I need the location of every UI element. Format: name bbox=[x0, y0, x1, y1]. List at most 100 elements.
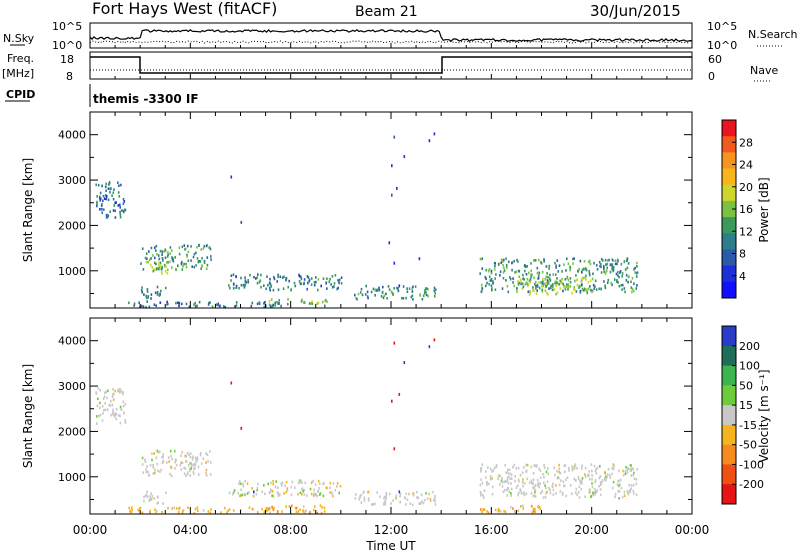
velocity-data-cell bbox=[331, 493, 334, 497]
power-data-cell bbox=[616, 278, 618, 282]
power-data-cell bbox=[611, 268, 613, 271]
velocity-data-cell bbox=[303, 493, 306, 496]
velocity-data-cell bbox=[562, 480, 565, 483]
velocity-data-cell bbox=[180, 454, 182, 457]
velocity-data-cell bbox=[568, 466, 570, 470]
power-data-point bbox=[393, 261, 396, 265]
velocity-data-cell bbox=[273, 506, 275, 510]
velocity-data-cell bbox=[314, 493, 316, 497]
power-data-cell bbox=[197, 260, 200, 264]
velocity-data-cell bbox=[241, 493, 244, 497]
velocity-data-cell bbox=[290, 485, 293, 489]
velocity-data-cell bbox=[574, 479, 577, 482]
power-data-cell bbox=[616, 262, 618, 266]
velocity-data-cell bbox=[606, 476, 608, 479]
power-data-cell bbox=[105, 189, 107, 193]
power-data-cell bbox=[376, 289, 378, 292]
velocity-data-cell bbox=[190, 465, 193, 468]
power-data-cell bbox=[600, 287, 602, 291]
power-data-cell bbox=[552, 285, 554, 288]
power-data-cell bbox=[530, 269, 532, 273]
velocity-data-cell bbox=[569, 484, 572, 487]
power-data-cell bbox=[580, 280, 582, 284]
velocity-data-cell bbox=[119, 414, 121, 418]
velocity-data-cell bbox=[537, 484, 540, 488]
power-data-cell bbox=[530, 273, 532, 276]
velocity-data-cell bbox=[523, 481, 526, 485]
velocity-data-cell bbox=[591, 482, 593, 485]
velocity-data-cell bbox=[591, 474, 593, 477]
power-data-cell bbox=[617, 270, 619, 274]
power-data-cell bbox=[315, 276, 317, 279]
velocity-data-cell bbox=[540, 476, 542, 479]
velocity-data-cell bbox=[157, 451, 160, 454]
power-data-cell bbox=[393, 287, 395, 290]
power-data-cell bbox=[195, 251, 197, 255]
power-data-cell bbox=[589, 262, 592, 266]
velocity-data-cell bbox=[618, 484, 620, 488]
power-data-cell bbox=[547, 275, 549, 279]
velocity-data-cell bbox=[489, 467, 492, 471]
velocity-data-cell bbox=[261, 490, 263, 494]
power-data-cell bbox=[99, 208, 101, 211]
power-data-cell bbox=[268, 286, 271, 290]
power-data-cell bbox=[157, 263, 160, 267]
power-data-cell bbox=[503, 258, 505, 262]
velocity-data-cell bbox=[162, 459, 165, 463]
power-data-cell bbox=[516, 289, 519, 292]
power-data-cell bbox=[382, 285, 384, 289]
velocity-data-cell bbox=[196, 457, 199, 461]
power-data-cell bbox=[133, 302, 136, 305]
power-data-cell bbox=[277, 273, 279, 277]
power-data-cell bbox=[424, 287, 427, 290]
velocity-data-point bbox=[230, 381, 233, 385]
velocity-data-cell bbox=[141, 456, 144, 460]
velocity-data-cell bbox=[510, 494, 512, 497]
power-data-cell bbox=[600, 265, 602, 269]
velocity-data-cell bbox=[360, 493, 362, 497]
power-data-cell bbox=[563, 263, 565, 266]
power-data-cell bbox=[512, 277, 514, 280]
power-data-cell bbox=[566, 283, 568, 286]
velocity-data-cell bbox=[286, 487, 289, 490]
power-data-cell bbox=[285, 276, 288, 280]
velocity-data-cell bbox=[110, 413, 112, 417]
power-data-cell bbox=[603, 267, 605, 271]
velocity-data-cell bbox=[294, 486, 296, 489]
velocity-data-cell bbox=[150, 492, 153, 495]
power-data-cell bbox=[206, 256, 209, 259]
power-data-cell bbox=[552, 283, 554, 286]
power-data-cell bbox=[366, 290, 369, 294]
velocity-data-cell bbox=[301, 493, 303, 496]
power-data-cell bbox=[517, 280, 519, 283]
power-data-cell bbox=[612, 268, 615, 271]
velocity-data-cell bbox=[270, 481, 272, 485]
power-data-cell bbox=[138, 301, 140, 305]
velocity-data-cell bbox=[185, 460, 187, 463]
power-data-cell bbox=[181, 268, 184, 271]
power-data-cell bbox=[388, 288, 391, 291]
power-data-cell bbox=[583, 289, 585, 292]
velocity-data-cell bbox=[607, 468, 610, 471]
velocity-data-cell bbox=[495, 464, 498, 467]
x-tick-label: 08:00 bbox=[273, 523, 308, 537]
velocity-data-cell bbox=[102, 397, 105, 401]
power-data-cell bbox=[591, 277, 594, 281]
power-data-cell bbox=[313, 283, 316, 287]
velocity-data-cell bbox=[506, 488, 508, 492]
power-data-cell bbox=[140, 304, 143, 308]
power-data-cell bbox=[612, 265, 615, 269]
power-data-cell bbox=[600, 271, 603, 274]
power-data-cell bbox=[606, 281, 609, 285]
velocity-data-cell bbox=[479, 490, 482, 494]
velocity-data-cell bbox=[145, 470, 148, 474]
power-data-cell bbox=[492, 280, 494, 283]
velocity-data-cell bbox=[323, 506, 326, 510]
velocity-data-cell bbox=[145, 493, 148, 497]
power-data-cell bbox=[546, 279, 549, 282]
power-data-cell bbox=[575, 290, 578, 293]
velocity-data-cell bbox=[600, 481, 603, 484]
velocity-data-cell bbox=[576, 466, 578, 470]
velocity-data-cell bbox=[564, 470, 566, 474]
power-data-cell bbox=[148, 250, 150, 253]
